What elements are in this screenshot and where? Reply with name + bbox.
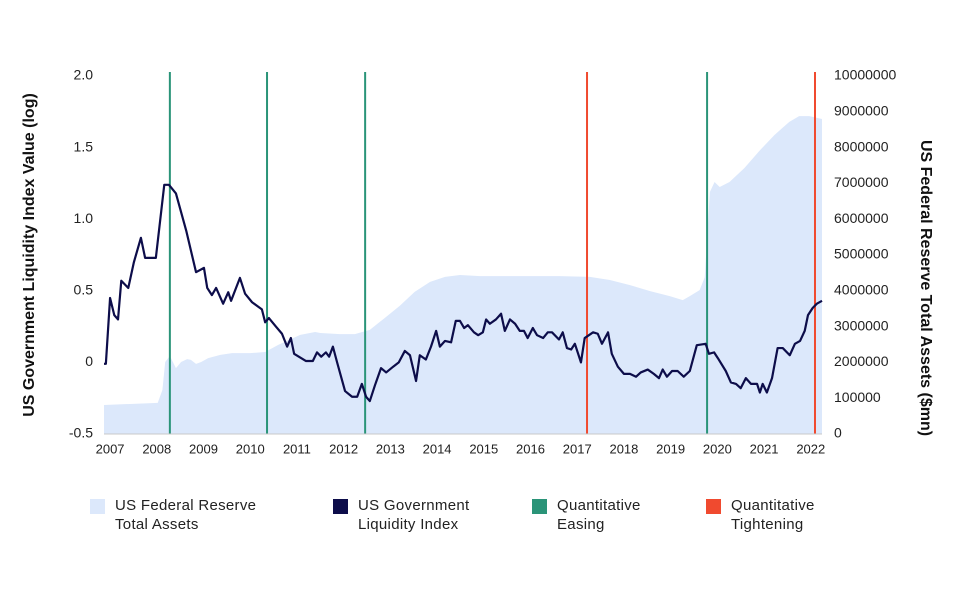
legend-label: Quantitative Easing xyxy=(557,497,641,533)
area xyxy=(104,116,822,434)
y-axis-title: US Government Liquidity Index Value (log… xyxy=(21,93,38,417)
legend-item: US Government Liquidity Index xyxy=(333,496,518,534)
x-tick-label: 2014 xyxy=(423,441,452,456)
x-tick-label: 2017 xyxy=(563,441,592,456)
legend-item: US Federal Reserve Total Assets xyxy=(90,496,280,534)
legend-swatch xyxy=(706,499,721,514)
legend-swatch xyxy=(90,499,105,514)
x-tick-label: 2022 xyxy=(796,441,825,456)
y2-tick-label: 8000000 xyxy=(834,138,889,154)
legend-label: Quantitative Tightening xyxy=(731,497,815,533)
line-layer xyxy=(104,183,823,403)
y2-tick-label: 9000000 xyxy=(834,103,889,119)
legend-item: Quantitative Tightening xyxy=(706,496,841,534)
y2-axis-title: US Federal Reserve Total Assets ($mn) xyxy=(917,140,934,436)
y2-tick-label: 5000000 xyxy=(834,246,889,262)
y2-tick-label: 2000000 xyxy=(834,353,889,369)
y-tick-label: 0 xyxy=(85,353,93,369)
y2-tick-label: 3000000 xyxy=(834,317,889,333)
x-tick-label: 2019 xyxy=(656,441,685,456)
x-tick-label: 2015 xyxy=(469,441,498,456)
legend-swatch xyxy=(532,499,547,514)
x-tick-label: 2018 xyxy=(609,441,638,456)
x-tick-label: 2020 xyxy=(703,441,732,456)
x-tick-label: 2012 xyxy=(329,441,358,456)
x-tick-label: 2009 xyxy=(189,441,218,456)
y2-tick-label: 10000000 xyxy=(834,67,897,83)
legend-label: US Federal Reserve Total Assets xyxy=(115,497,257,533)
y2-tick-label: 4000000 xyxy=(834,282,889,298)
legend-label: US Government Liquidity Index xyxy=(358,497,470,533)
y-tick-label: 1.5 xyxy=(74,138,94,154)
area-layer xyxy=(104,116,822,434)
y2-tick-label: 6000000 xyxy=(834,210,889,226)
y-tick-label: 2.0 xyxy=(74,67,94,83)
event-layer xyxy=(168,72,816,434)
y2-tick-label: 7000000 xyxy=(834,174,889,190)
y-tick-label: 1.0 xyxy=(74,210,94,226)
x-tick-label: 2021 xyxy=(750,441,779,456)
y-tick-label: -0.5 xyxy=(69,425,93,441)
legend: US Federal Reserve Total Assets US Govern… xyxy=(0,496,960,546)
x-tick-label: 2016 xyxy=(516,441,545,456)
x-tick-label: 2013 xyxy=(376,441,405,456)
legend-swatch xyxy=(333,499,348,514)
y2-tick-label: 100000 xyxy=(834,389,881,405)
legend-item: Quantitative Easing xyxy=(532,496,667,534)
x-tick-label: 2007 xyxy=(96,441,125,456)
x-tick-label: 2008 xyxy=(142,441,171,456)
x-tick-label: 2010 xyxy=(236,441,265,456)
y-tick-label: 0.5 xyxy=(74,282,94,298)
y2-tick-label: 0 xyxy=(834,425,842,441)
line xyxy=(104,183,823,403)
x-tick-label: 2011 xyxy=(283,441,311,456)
